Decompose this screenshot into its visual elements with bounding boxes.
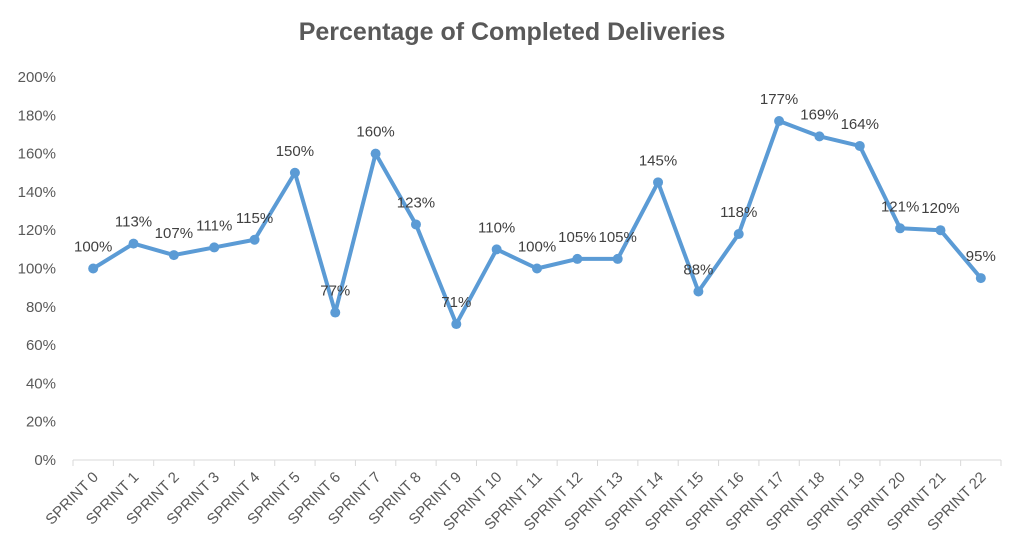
data-label: 120% [921,200,959,217]
chart-title: Percentage of Completed Deliveries [298,18,726,46]
data-point [532,263,542,274]
data-point [451,319,462,330]
data-label: 118% [720,204,757,221]
data-label: 111% [196,217,232,234]
data-point [491,244,502,255]
data-point [168,250,179,261]
data-label: 113% [115,214,152,231]
data-label: 150% [276,143,314,160]
data-label: 121% [881,198,919,215]
data-label: 115% [236,210,273,227]
y-tick-label: 160% [18,146,56,163]
y-tick-label: 20% [26,414,56,431]
data-label: 107% [155,225,193,242]
data-label: 145% [639,152,677,169]
data-label: 169% [800,106,838,123]
data-point [854,140,865,151]
data-point [249,234,260,245]
data-label: 105% [599,229,637,246]
y-tick-label: 180% [18,107,56,124]
data-label: 110% [478,219,515,236]
y-tick-label: 60% [26,337,56,354]
data-label: 71% [441,294,471,311]
data-point [88,263,99,274]
data-point [209,242,220,253]
data-point [895,223,906,234]
data-point [128,238,139,249]
data-point [693,286,704,297]
data-point [774,116,785,127]
data-label: 123% [397,194,435,211]
y-tick-label: 200% [18,69,56,86]
y-tick-label: 80% [26,299,56,316]
data-point [289,167,300,178]
data-point [935,225,946,236]
data-point [330,307,341,318]
y-tick-label: 140% [18,184,56,201]
data-point [612,253,623,264]
y-tick-label: 100% [18,261,56,278]
data-point [733,229,744,240]
y-tick-label: 0% [34,452,56,469]
data-label: 95% [966,248,996,265]
data-point [814,131,825,142]
data-label: 100% [518,239,556,256]
data-point [653,177,664,188]
data-label: 105% [558,229,596,246]
data-point [410,219,421,230]
data-label: 164% [841,116,879,133]
data-label: 88% [683,261,713,278]
data-point [572,253,583,264]
data-label: 160% [356,124,394,141]
data-point [370,148,381,159]
data-point [975,273,986,284]
data-label: 77% [320,283,350,300]
data-label: 100% [74,239,112,256]
data-label: 177% [760,91,798,108]
y-tick-label: 120% [18,222,56,239]
y-tick-label: 40% [26,375,56,392]
